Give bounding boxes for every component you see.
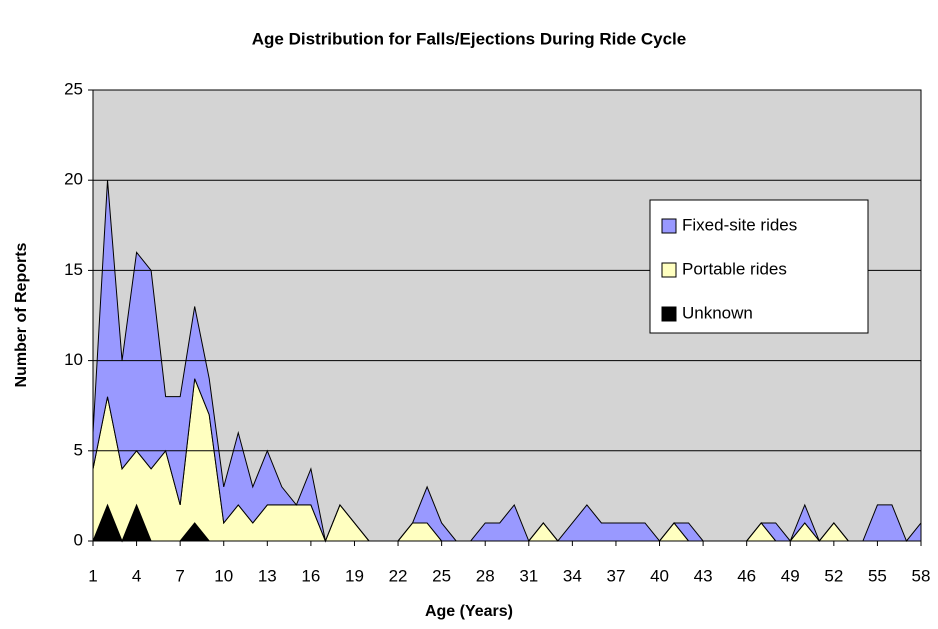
y-tick-label: 25 [64,79,83,98]
legend-label: Unknown [682,303,753,322]
x-tick-label: 49 [781,566,800,585]
x-tick-label: 46 [737,566,756,585]
x-tick-label: 13 [258,566,277,585]
y-tick-label: 10 [64,350,83,369]
x-tick-label: 52 [824,566,843,585]
x-tick-label: 28 [476,566,495,585]
x-tick-label: 40 [650,566,669,585]
y-tick-label: 0 [74,530,83,549]
x-tick-label: 22 [389,566,408,585]
x-tick-label: 16 [301,566,320,585]
x-tick-label: 7 [175,566,184,585]
legend-swatch [661,262,677,278]
legend-label: Portable rides [682,259,787,278]
chart-title: Age Distribution for Falls/Ejections Dur… [252,29,687,48]
x-tick-label: 19 [345,566,364,585]
x-tick-label: 1 [88,566,97,585]
x-tick-label: 34 [563,566,582,585]
plot-border [92,89,922,542]
x-tick-label: 10 [214,566,233,585]
x-tick-label: 4 [132,566,141,585]
x-axis-title: Age (Years) [425,603,513,620]
x-tick-label: 58 [912,566,931,585]
x-tick-label: 25 [432,566,451,585]
x-tick-label: 55 [868,566,887,585]
y-tick-label: 15 [64,260,83,279]
y-tick-label: 20 [64,170,83,189]
x-tick-label: 43 [694,566,713,585]
x-tick-label: 37 [606,566,625,585]
legend [649,199,869,334]
legend-swatch [661,306,677,322]
y-tick-label: 5 [74,440,83,459]
y-axis-title: Number of Reports [13,242,30,387]
legend-swatch [661,218,677,234]
x-tick-label: 31 [519,566,538,585]
legend-label: Fixed-site rides [682,215,797,234]
